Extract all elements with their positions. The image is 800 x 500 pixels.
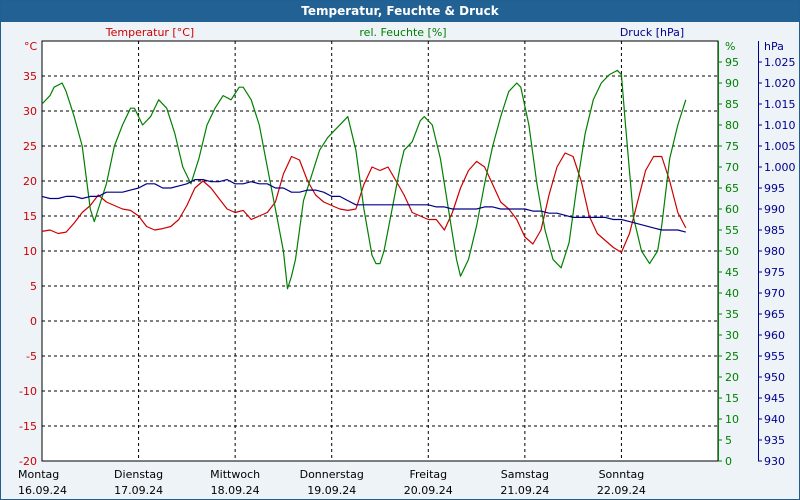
temperature-tick-label: 30	[23, 105, 37, 118]
humidity-tick-label: 65	[725, 182, 739, 195]
pressure-tick-label: 1.025	[764, 56, 796, 69]
humidity-tick-label: 15	[725, 392, 739, 405]
x-day-label: Dienstag	[114, 468, 163, 481]
pressure-header: Druck [hPa]	[620, 26, 684, 39]
humidity-tick-label: 95	[725, 56, 739, 69]
pressure-tick-label: 945	[764, 392, 785, 405]
pressure-tick-label: 1.010	[764, 119, 796, 132]
humidity-header: rel. Feuchte [%]	[359, 26, 446, 39]
pressure-tick-label: 985	[764, 224, 785, 237]
temperature-tick-label: 25	[23, 140, 37, 153]
pressure-tick-label: 995	[764, 182, 785, 195]
humidity-tick-label: 40	[725, 287, 739, 300]
pressure-series-line	[41, 179, 686, 233]
temperature-tick-label: 35	[23, 70, 37, 83]
humidity-tick-label: 30	[725, 329, 739, 342]
temperature-tick-label: 15	[23, 210, 37, 223]
humidity-tick-label: 0	[725, 455, 732, 468]
pressure-tick-label: 1.000	[764, 161, 796, 174]
humidity-tick-label: 60	[725, 203, 739, 216]
humidity-series-line	[41, 69, 687, 290]
x-date-label: 20.09.24	[404, 484, 453, 497]
pressure-tick-label: 960	[764, 329, 785, 342]
pressure-tick-label: 980	[764, 245, 785, 258]
pressure-tick-label: 955	[764, 350, 785, 363]
pressure-unit-label: hPa	[764, 40, 784, 53]
x-date-label: 19.09.24	[307, 484, 356, 497]
humidity-tick-label: 25	[725, 350, 739, 363]
pressure-tick-label: 940	[764, 413, 785, 426]
temperature-tick-label: 5	[30, 280, 37, 293]
temperature-tick-label: -5	[26, 350, 37, 363]
x-day-label: Freitag	[409, 468, 447, 481]
x-day-label: Donnerstag	[300, 468, 364, 481]
pressure-tick-label: 975	[764, 266, 785, 279]
humidity-tick-label: 20	[725, 371, 739, 384]
pressure-tick-label: 930	[764, 455, 785, 468]
x-date-label: 21.09.24	[500, 484, 549, 497]
humidity-tick-label: 90	[725, 77, 739, 90]
x-day-label: Samstag	[501, 468, 549, 481]
pressure-tick-label: 1.020	[764, 77, 796, 90]
humidity-tick-label: 75	[725, 140, 739, 153]
x-date-label: 17.09.24	[114, 484, 163, 497]
pressure-tick-label: 935	[764, 434, 785, 447]
x-date-label: 18.09.24	[211, 484, 260, 497]
x-day-label: Sonntag	[599, 468, 645, 481]
humidity-tick-label: 45	[725, 266, 739, 279]
x-day-label: Montag	[18, 468, 59, 481]
pressure-tick-label: 965	[764, 308, 785, 321]
chart-title: Temperatur, Feuchte & Druck	[1, 1, 799, 22]
pressure-tick-label: 1.015	[764, 98, 796, 111]
humidity-tick-label: 70	[725, 161, 739, 174]
x-day-label: Mittwoch	[210, 468, 260, 481]
pressure-tick-label: 950	[764, 371, 785, 384]
pressure-tick-label: 970	[764, 287, 785, 300]
humidity-tick-label: 5	[725, 434, 732, 447]
humidity-tick-label: 85	[725, 98, 739, 111]
temperature-header: Temperatur [°C]	[105, 26, 194, 39]
temperature-tick-label: 0	[30, 315, 37, 328]
x-date-label: 22.09.24	[597, 484, 646, 497]
temperature-tick-label: -10	[19, 385, 37, 398]
temperature-tick-label: -15	[19, 420, 37, 433]
humidity-tick-label: 10	[725, 413, 739, 426]
pressure-tick-label: 990	[764, 203, 785, 216]
humidity-unit-label: %	[725, 40, 735, 53]
x-date-label: 16.09.24	[18, 484, 67, 497]
humidity-tick-label: 80	[725, 119, 739, 132]
temperature-tick-label: 20	[23, 175, 37, 188]
humidity-tick-label: 55	[725, 224, 739, 237]
temperature-unit-label: °C	[24, 40, 38, 53]
pressure-tick-label: 1.005	[764, 140, 796, 153]
temperature-tick-label: -20	[19, 455, 37, 468]
humidity-tick-label: 35	[725, 308, 739, 321]
humidity-tick-label: 50	[725, 245, 739, 258]
temperature-tick-label: 10	[23, 245, 37, 258]
